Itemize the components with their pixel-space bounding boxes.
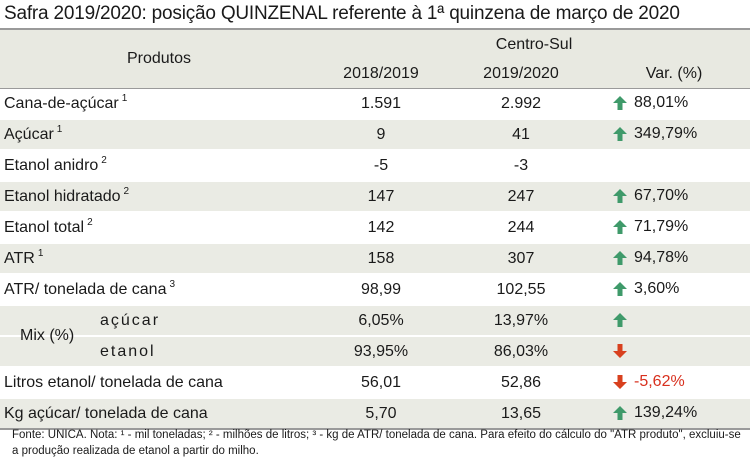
- row-value-2018: 1.591: [318, 88, 444, 120]
- row-variation: 88,01%: [598, 88, 750, 120]
- arrow-up-icon: [612, 219, 628, 235]
- row-value-2018: 93,95%: [318, 336, 444, 368]
- row-value-2019: 102,55: [444, 274, 598, 306]
- table-row: Cana-de-açúcar 1 1.591 2.992 88,01%: [0, 88, 750, 120]
- row-value-2019: 2.992: [444, 88, 598, 120]
- table-row: Litros etanol/ tonelada de cana 56,01 52…: [0, 367, 750, 399]
- arrow-up-icon: [612, 95, 628, 111]
- row-variation: 139,24%: [598, 398, 750, 430]
- row-value-2018: 147: [318, 181, 444, 213]
- header-products: Produtos: [126, 50, 192, 67]
- mix-sub-label: etanol: [100, 342, 156, 360]
- row-variation: 71,79%: [598, 212, 750, 244]
- row-value-2019: 247: [444, 181, 598, 213]
- row-value-2018: -5: [318, 150, 444, 182]
- header-col-2018: 2018/2019: [343, 64, 419, 82]
- row-label: Litros etanol/ tonelada de cana: [0, 367, 318, 399]
- row-label: ATR/ tonelada de cana 3: [0, 274, 318, 306]
- row-variation: [598, 336, 750, 368]
- table-row: Etanol anidro 2 -5 -3: [0, 150, 750, 182]
- arrow-up-icon: [612, 312, 628, 328]
- mix-sub-label: açúcar: [100, 311, 161, 329]
- row-label: Cana-de-açúcar 1: [0, 88, 318, 120]
- mix-label: Mix (%): [20, 326, 75, 344]
- mix-cell: Mix (%) açúcar: [0, 305, 318, 344]
- page-title: Safra 2019/2020: posição QUINZENAL refer…: [4, 3, 680, 24]
- row-value-2018: 9: [318, 119, 444, 151]
- row-value-2019: 41: [444, 119, 598, 151]
- arrow-up-icon: [612, 405, 628, 421]
- mix-row-etanol: etanol 93,95% 86,03%: [0, 336, 750, 368]
- row-variation: [598, 305, 750, 337]
- row-label: Kg açúcar/ tonelada de cana: [0, 398, 318, 430]
- table-row: Etanol total 2 142 244 71,79%: [0, 212, 750, 244]
- header-col-var: Var. (%): [645, 64, 703, 82]
- row-value-2019: -3: [444, 150, 598, 182]
- row-value-2019: 52,86: [444, 367, 598, 399]
- mix-cell: etanol: [0, 336, 318, 368]
- table-row: Kg açúcar/ tonelada de cana 5,70 13,65 1…: [0, 398, 750, 430]
- row-label: Etanol hidratado 2: [0, 181, 318, 213]
- mix-row-acucar: Mix (%) açúcar 6,05% 13,97%: [0, 305, 750, 344]
- row-value-2018: 98,99: [318, 274, 444, 306]
- row-value-2018: 158: [318, 243, 444, 275]
- arrow-up-icon: [612, 126, 628, 142]
- arrow-up-icon: [612, 250, 628, 266]
- table-row: ATR 1 158 307 94,78%: [0, 243, 750, 275]
- row-variation: 349,79%: [598, 119, 750, 151]
- row-value-2019: 13,65: [444, 398, 598, 430]
- table-row: Açúcar 1 9 41 349,79%: [0, 119, 750, 151]
- row-variation: 3,60%: [598, 274, 750, 306]
- row-label: ATR 1: [0, 243, 318, 275]
- row-value-2019: 86,03%: [444, 336, 598, 368]
- arrow-down-icon: [612, 343, 628, 359]
- footer-note: Fonte: UNICA. Nota: ¹ - mil toneladas; ²…: [12, 429, 741, 457]
- table-row: Etanol hidratado 2 147 247 67,70%: [0, 181, 750, 213]
- row-value-2019: 13,97%: [444, 305, 598, 337]
- header-row-1: Produtos Centro-Sul: [0, 29, 750, 67]
- arrow-up-icon: [612, 188, 628, 204]
- row-value-2019: 307: [444, 243, 598, 275]
- row-value-2018: 142: [318, 212, 444, 244]
- row-value-2018: 56,01: [318, 367, 444, 399]
- row-variation: 67,70%: [598, 181, 750, 213]
- arrow-down-icon: [612, 374, 628, 390]
- row-value-2019: 244: [444, 212, 598, 244]
- row-label: Açúcar 1: [0, 119, 318, 151]
- header-col-2019: 2019/2020: [483, 64, 559, 82]
- row-variation: [598, 150, 750, 182]
- header-region: Centro-Sul: [495, 35, 573, 53]
- arrow-up-icon: [612, 281, 628, 297]
- production-table: Produtos Centro-Sul 2018/2019 2019/2020 …: [0, 28, 750, 430]
- table-row: ATR/ tonelada de cana 3 98,99 102,55 3,60…: [0, 274, 750, 306]
- row-value-2018: 6,05%: [318, 305, 444, 337]
- row-label: Etanol total 2: [0, 212, 318, 244]
- row-label: Etanol anidro 2: [0, 150, 318, 182]
- row-value-2018: 5,70: [318, 398, 444, 430]
- row-variation: -5,62%: [598, 367, 750, 399]
- row-variation: 94,78%: [598, 243, 750, 275]
